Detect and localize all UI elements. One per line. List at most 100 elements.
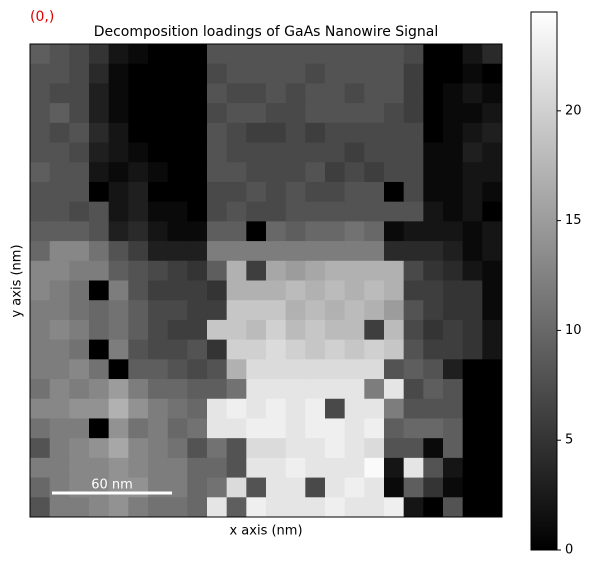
heatmap-cell (325, 339, 346, 360)
heatmap-cell (187, 398, 208, 419)
heatmap-cell (462, 63, 483, 84)
heatmap-cell (482, 379, 503, 400)
heatmap-cell (482, 398, 503, 419)
heatmap-cell (344, 260, 365, 281)
heatmap-cell (403, 221, 424, 242)
heatmap-cell (384, 379, 405, 400)
colorbar-tick-label: 10 (565, 323, 582, 338)
heatmap-cell (344, 438, 365, 459)
heatmap-cell (89, 260, 110, 281)
heatmap-cell (462, 241, 483, 262)
heatmap-cell (384, 162, 405, 183)
heatmap-cell (207, 122, 228, 144)
heatmap-cell (30, 142, 51, 163)
index-label: (0,) (30, 9, 54, 25)
heatmap-cell (49, 44, 70, 65)
heatmap-cell (167, 339, 188, 360)
heatmap-cell (305, 339, 326, 360)
heatmap-cell (266, 44, 287, 65)
heatmap-cell (207, 359, 228, 380)
heatmap-cell (325, 359, 346, 380)
heatmap-cell (423, 398, 444, 419)
heatmap-cell (266, 418, 287, 439)
heatmap-cell (305, 280, 326, 301)
heatmap-cell (364, 457, 385, 479)
heatmap-cell (89, 280, 110, 301)
heatmap-cell (462, 221, 483, 242)
heatmap-cell (305, 359, 326, 380)
heatmap-cell (187, 457, 208, 479)
heatmap-cell (128, 103, 149, 124)
heatmap-cell (108, 181, 129, 203)
heatmap-cell (305, 300, 326, 321)
heatmap-cell (246, 339, 267, 360)
heatmap-cell (266, 83, 287, 104)
heatmap-cell (344, 300, 365, 321)
heatmap-cell (443, 44, 464, 65)
heatmap-cell (89, 457, 110, 479)
heatmap-cell (246, 162, 267, 183)
heatmap-cell (207, 201, 228, 222)
heatmap-cell (462, 477, 483, 498)
heatmap-cell (49, 83, 70, 104)
heatmap-cell (69, 63, 90, 84)
heatmap-cell (30, 477, 51, 498)
heatmap-cell (226, 339, 247, 360)
heatmap-cell (226, 398, 247, 419)
heatmap-cell (30, 83, 51, 104)
heatmap-cell (285, 260, 306, 281)
heatmap-cell (285, 379, 306, 400)
heatmap-cell (108, 162, 129, 183)
heatmap-cell (148, 300, 169, 321)
heatmap-cell (246, 319, 267, 341)
heatmap-cell (246, 418, 267, 439)
heatmap-cell (187, 438, 208, 459)
heatmap-cell (344, 201, 365, 222)
heatmap-cell (403, 142, 424, 163)
heatmap-cell (423, 201, 444, 222)
heatmap-cell (305, 83, 326, 104)
heatmap-cell (325, 83, 346, 104)
heatmap-cell (305, 398, 326, 419)
heatmap-cell (462, 359, 483, 380)
heatmap-cell (246, 300, 267, 321)
heatmap-cell (384, 103, 405, 124)
heatmap-cell (364, 142, 385, 163)
heatmap-cell (49, 221, 70, 242)
heatmap-cell (443, 300, 464, 321)
heatmap-cell (148, 398, 169, 419)
heatmap-cell (384, 241, 405, 262)
heatmap-cell (30, 438, 51, 459)
heatmap-cell (187, 280, 208, 301)
heatmap-cell (482, 241, 503, 262)
heatmap-cell (266, 497, 287, 518)
heatmap-cell (344, 221, 365, 242)
heatmap-cell (462, 280, 483, 301)
heatmap-cell (128, 280, 149, 301)
heatmap-cell (89, 379, 110, 400)
heatmap-cell (226, 300, 247, 321)
heatmap-cell (30, 339, 51, 360)
heatmap-cell (148, 438, 169, 459)
heatmap-cell (384, 359, 405, 380)
heatmap-cell (305, 63, 326, 84)
heatmap-cell (207, 44, 228, 65)
heatmap-cell (226, 103, 247, 124)
heatmap-cell (128, 418, 149, 439)
heatmap-cell (108, 418, 129, 439)
heatmap-cell (207, 142, 228, 163)
heatmap-cell (266, 103, 287, 124)
heatmap-cell (89, 418, 110, 439)
heatmap-cell (187, 122, 208, 144)
heatmap-cell (89, 142, 110, 163)
heatmap-cell (344, 83, 365, 104)
heatmap-cell (364, 438, 385, 459)
heatmap-cell (89, 201, 110, 222)
heatmap-cell (167, 457, 188, 479)
heatmap-cell (128, 300, 149, 321)
heatmap-cell (108, 359, 129, 380)
heatmap-cell (187, 241, 208, 262)
heatmap-cell (462, 379, 483, 400)
heatmap-cell (364, 497, 385, 518)
heatmap-cell (482, 438, 503, 459)
